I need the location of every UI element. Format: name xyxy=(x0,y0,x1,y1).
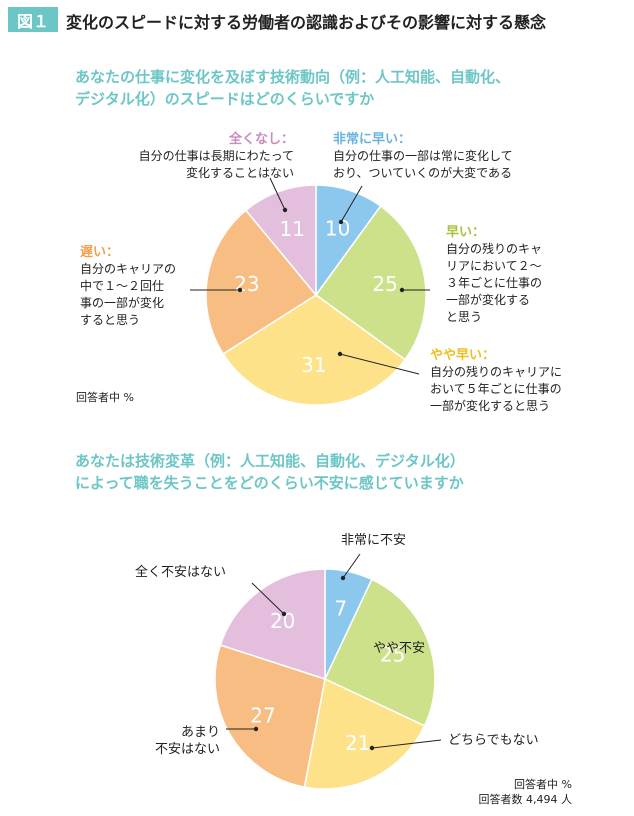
chart2-question: あなたは技術変革（例：人工知能、自動化、デジタル化） によって職を失うことをどの… xyxy=(75,450,465,494)
chart1-label-fast-desc1: 自分の残りのキャ xyxy=(446,242,543,256)
chart2-question-line2: によって職を失うことをどのくらい不安に感じていますか xyxy=(75,474,464,492)
chart1-label-somewhat-fast-desc2: おいて５年ごとに仕事の xyxy=(430,382,562,396)
chart2-question-line1: あなたは技術変革（例：人工知能、自動化、デジタル化） xyxy=(75,452,465,470)
chart2-value-label-0: 7 xyxy=(334,597,347,621)
figure-title: 変化のスピードに対する労働者の認識およびその影響に対する懸念 xyxy=(66,13,547,32)
chart1-leader-line-4 xyxy=(269,177,286,211)
chart1-leader-line-0 xyxy=(340,185,363,223)
chart2-leader-dot-0 xyxy=(340,575,346,581)
chart2-label-neutral: どちらでもない xyxy=(448,733,539,748)
chart2-slice-3 xyxy=(214,644,326,788)
chart1-label-slow-desc3: 事の一部が変化 xyxy=(80,296,165,310)
chart2-value-label-3: 27 xyxy=(250,704,275,728)
chart1-label-somewhat-fast-desc3: 一部が変化すると思う xyxy=(430,399,551,413)
chart2-respondents-note: 回答者数 4,494 人 xyxy=(478,793,572,806)
chart1-leader-dot-0 xyxy=(338,219,344,225)
chart1-value-label-4: 11 xyxy=(280,217,305,241)
chart2-slice-1 xyxy=(324,578,436,727)
chart1-value-label-0: 10 xyxy=(325,216,350,240)
chart1-label-none-desc1: 自分の仕事は長期にわたって xyxy=(138,149,294,163)
chart2-leader-line-0 xyxy=(342,553,361,579)
chart2-slice-2 xyxy=(303,677,426,790)
chart2-label-not-very-anxious: あまり 不安はない xyxy=(110,724,220,758)
chart1-slice-3 xyxy=(205,209,318,355)
chart1-label-none-desc2: 変化することはない xyxy=(185,166,294,180)
chart1-question-line2: デジタル化）のスピードはどのくらいですか xyxy=(75,90,375,108)
chart2-leader-dot-2 xyxy=(369,745,375,751)
chart1-leader-dot-1 xyxy=(399,287,405,293)
chart1-slice-2 xyxy=(222,294,407,406)
chart1-label-none-heading: 全くなし： xyxy=(228,132,294,147)
chart1-label-fast-desc5: と思う xyxy=(446,310,483,324)
chart1-label-fast-desc3: ３年ごとに仕事の xyxy=(446,276,543,290)
chart1-label-fast-desc2: リアにおいて２～ xyxy=(446,259,542,273)
chart1-label-somewhat-fast-desc1: 自分の残りのキャリアに xyxy=(430,365,563,379)
chart2-label-very-anxious: 非常に不安 xyxy=(341,533,407,548)
chart2-label-not-very-anxious-line1: あまり xyxy=(180,725,220,740)
chart2-leader-line-4 xyxy=(251,582,285,615)
figure-header: 図１ 変化のスピードに対する労働者の認識およびその影響に対する懸念 xyxy=(0,0,634,40)
chart2-label-not-anxious: 全く不安はない xyxy=(135,565,227,580)
chart1-label-very-fast: 非常に早い： 自分の仕事の一部は常に変化して おり、ついていくのが大変である xyxy=(333,131,513,182)
figure-badge: 図１ xyxy=(8,7,58,32)
chart1-slice-1 xyxy=(314,204,427,361)
chart1-label-fast-desc4: 一部が変化する xyxy=(446,293,531,307)
chart1-value-label-3: 23 xyxy=(234,272,259,296)
chart2-leader-dot-4 xyxy=(281,611,287,617)
chart2-unit-note: 回答者中 % xyxy=(514,778,572,791)
chart2-value-label-2: 21 xyxy=(345,731,370,755)
chart2-leader-dot-3 xyxy=(253,726,259,732)
chart1-leader-dot-4 xyxy=(282,207,288,213)
chart1-leader-line-2 xyxy=(339,353,420,375)
chart1-label-slow-desc2: 中で１～２回仕 xyxy=(80,279,165,293)
chart1-label-slow-desc1: 自分のキャリアの xyxy=(80,262,177,276)
chart1-label-very-fast-desc1: 自分の仕事の一部は常に変化して xyxy=(333,149,513,163)
chart1-value-label-2: 31 xyxy=(301,353,326,377)
chart1-label-very-fast-heading: 非常に早い： xyxy=(333,132,412,147)
chart1-leader-dot-3 xyxy=(237,287,243,293)
chart1-label-somewhat-fast-heading: やや早い： xyxy=(430,348,496,363)
chart1-label-fast: 早い： 自分の残りのキャ リアにおいて２～ ３年ごとに仕事の 一部が変化する と… xyxy=(446,224,542,326)
chart1-label-slow: 遅い： 自分のキャリアの 中で１～２回仕 事の一部が変化 すると思う xyxy=(80,244,176,329)
chart2-value-label-1: 25 xyxy=(380,643,405,667)
chart2-label-somewhat-anxious: やや不安 xyxy=(373,641,426,656)
chart1-label-fast-heading: 早い： xyxy=(446,225,486,240)
chart1-leader-dot-2 xyxy=(337,351,343,357)
chart1-slice-4 xyxy=(244,184,317,298)
chart1-question: あなたの仕事に変化を及ぼす技術動向（例：人工知能、自動化、 デジタル化）のスピー… xyxy=(75,66,510,110)
chart1-label-slow-desc4: すると思う xyxy=(80,313,141,327)
chart2-leader-line-2 xyxy=(371,739,442,749)
chart2-notes: 回答者中 % 回答者数 4,494 人 xyxy=(440,777,572,807)
chart1-label-very-fast-desc2: おり、ついていくのが大変である xyxy=(333,166,513,180)
chart1-unit-note: 回答者中 % xyxy=(76,391,134,404)
chart1-label-slow-heading: 遅い： xyxy=(80,245,120,260)
chart2-label-not-very-anxious-line2: 不安はない xyxy=(154,742,220,757)
chart1-label-none: 全くなし： 自分の仕事は長期にわたって 変化することはない xyxy=(118,131,294,182)
chart1-label-somewhat-fast: やや早い： 自分の残りのキャリアに おいて５年ごとに仕事の 一部が変化すると思う xyxy=(430,347,562,415)
chart1-value-label-1: 25 xyxy=(372,272,397,296)
chart2-slice-4 xyxy=(219,568,326,681)
chart1-question-line1: あなたの仕事に変化を及ぼす技術動向（例：人工知能、自動化、 xyxy=(75,68,511,86)
